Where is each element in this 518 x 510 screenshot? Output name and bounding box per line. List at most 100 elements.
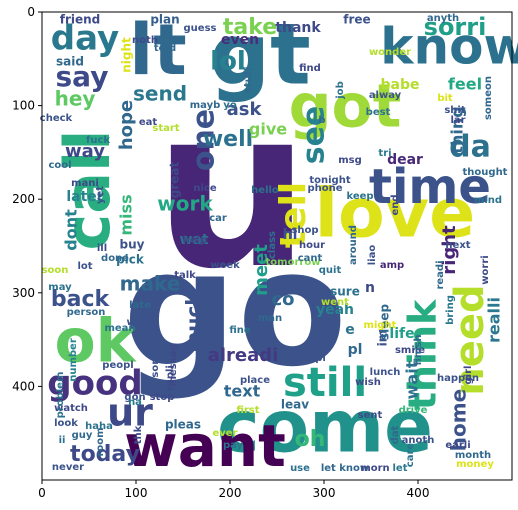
word-sorri: sorri (424, 13, 487, 41)
word-hey: hey (55, 87, 96, 111)
y-tick-label: 400 (12, 379, 35, 393)
word-pl: pl (348, 342, 363, 358)
word-ask: ask (227, 99, 263, 120)
word-na: na (128, 397, 142, 408)
word-give: give (249, 120, 287, 139)
word-sure: sure (330, 285, 360, 299)
word-nice: nice (193, 183, 216, 194)
word-make: make (120, 272, 181, 296)
word-think: think (401, 299, 445, 410)
plot-frame (41, 11, 513, 481)
word-cant: cant (298, 253, 323, 264)
word-dear: dear (387, 152, 423, 168)
word-check: check (40, 113, 73, 124)
x-tick-label: 400 (407, 486, 430, 500)
word-thought: thought (463, 167, 508, 178)
word-worri: worri (480, 255, 491, 284)
word-help: help (183, 235, 208, 246)
word-pleas: pleas (165, 418, 201, 432)
word-place: place (240, 375, 270, 386)
word-see: see (297, 106, 332, 165)
word-dont: dont (62, 209, 81, 251)
word-one: one (187, 109, 222, 171)
word-ur: ur (107, 391, 153, 435)
word-problem: problem (55, 372, 66, 419)
word-repli: repli (165, 365, 176, 391)
word-may: may (48, 282, 72, 293)
word-buy: buy (120, 238, 145, 252)
word-man: man (258, 313, 282, 324)
word-day: day (51, 19, 119, 59)
word-ever: ever (212, 428, 237, 439)
word-love: love (315, 175, 475, 254)
y-tick-label: 0 (27, 5, 35, 19)
word-bring: bring (445, 295, 456, 325)
word-next: next (445, 240, 470, 251)
word-stuff: stuff (243, 66, 254, 93)
word-msg: msg (338, 155, 362, 166)
word-end: end (390, 194, 401, 215)
word-shit: shit (444, 105, 465, 116)
word-tomorrow: tomorrow (266, 257, 321, 268)
word-lunch: lunch (370, 367, 401, 378)
axes: 0 100 200 300 400 0 100 200 300 400 (12, 5, 429, 500)
word-never: never (52, 462, 84, 473)
word-tri: tri (378, 148, 391, 159)
word-cool: cool (48, 160, 71, 171)
word-number: number (68, 338, 79, 382)
word-feel: feel (448, 75, 482, 94)
word-well: well (203, 127, 253, 152)
word-amp: amp (380, 260, 404, 271)
word-still: still (283, 360, 367, 406)
word-anyth: anyth (427, 13, 459, 24)
word-miss: miss (117, 194, 136, 235)
word-wonder: wonder (369, 47, 411, 58)
word-text: text (224, 382, 261, 401)
word-sleep: sleep (378, 304, 392, 341)
word-might: might (364, 320, 397, 331)
word-happen: happen (437, 373, 479, 384)
word-work: work (157, 192, 213, 216)
word-class: class (267, 231, 278, 259)
word-know: know (380, 18, 518, 76)
word-anoth: anoth (402, 435, 435, 446)
word-got: got (289, 72, 402, 142)
word-lt: lt (129, 9, 186, 91)
word-mayb: mayb (190, 100, 221, 111)
word-life: life (389, 326, 414, 342)
word-hello: hello (251, 185, 279, 196)
word-morn: morn (360, 463, 389, 474)
word-tell: tell (273, 182, 314, 248)
word-plan: plan (150, 13, 179, 27)
word-use: use (290, 463, 310, 474)
word-fuck: fuck (86, 135, 110, 146)
y-tick-label: 100 (12, 99, 35, 113)
word-alway: alway (369, 90, 402, 101)
word-look: look (54, 418, 78, 429)
word-late: late (129, 300, 151, 311)
word-b: b (318, 115, 325, 126)
word-good: good (47, 364, 142, 404)
word-mind: mind (474, 195, 502, 206)
word-guy: guy (72, 430, 93, 441)
word-e: e (345, 322, 355, 338)
word-ill: ill (97, 243, 107, 254)
word-start: start (152, 123, 179, 134)
word-soon: soon (42, 265, 69, 276)
x-tick-label: 200 (219, 486, 242, 500)
word-night: night (120, 37, 134, 73)
word-lol: lol (210, 47, 246, 77)
word-yo: yo (223, 100, 237, 111)
word-let: let (393, 463, 408, 474)
word-someon: someon (483, 76, 494, 120)
word-sent: sent (358, 410, 383, 421)
word-peopl: peopl (102, 360, 133, 371)
word-hope: hope (116, 100, 137, 150)
word-best: best (366, 107, 391, 118)
word-back: back (51, 287, 111, 312)
word-messag: messag (168, 343, 179, 386)
word-liao: liao (367, 245, 378, 266)
word-bit: bit (437, 93, 453, 104)
word-da: da (449, 130, 491, 165)
word-hour: hour (299, 240, 325, 251)
